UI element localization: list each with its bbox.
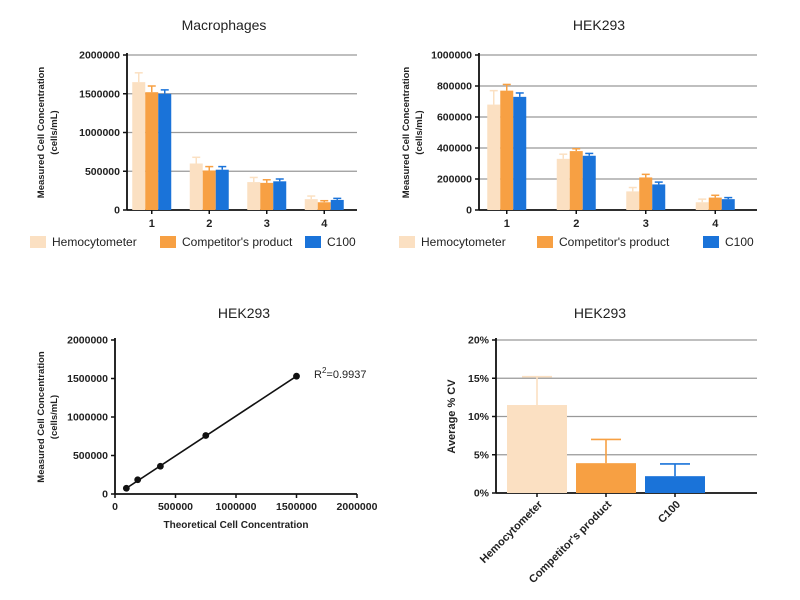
x-tick-label: 1500000 [276, 501, 317, 513]
y-tick-label: 0 [114, 205, 120, 217]
y-tick-label: 0 [466, 205, 472, 217]
data-point [202, 432, 210, 439]
bar-competitor [202, 170, 216, 210]
y-axis-label-unit: (cells/mL) [49, 395, 60, 439]
y-tick-label: 1000000 [79, 127, 120, 139]
x-tick-label: 500000 [158, 501, 193, 513]
bar-c100 [645, 476, 705, 493]
legend-label: Hemocytometer [421, 235, 506, 249]
panel-hek293-linearity-scatter: HEK293 Measured Cell Concentration (cells/… [36, 305, 378, 531]
r-squared-annotation: R2=0.9937 [314, 366, 366, 381]
y-tick-label: 15% [468, 373, 490, 385]
bar-competitor [500, 90, 514, 210]
y-tick-label: 5% [474, 449, 490, 461]
panel-hek293-bar-chart: HEK293 Measured Cell Concentration (cells/… [399, 17, 757, 249]
y-tick-label: 1000000 [67, 412, 108, 424]
chart-title: HEK293 [573, 17, 625, 33]
y-axis-label: Measured Cell Concentration [401, 67, 412, 199]
y-tick-label: 20% [468, 335, 490, 347]
x-tick-label: 2 [206, 218, 212, 230]
bar-c100 [158, 93, 172, 210]
x-tick-label: 0 [112, 501, 118, 513]
y-tick-label: 200000 [437, 174, 472, 186]
y-tick-label: 2000000 [79, 50, 120, 62]
x-tick-label: C100 [656, 499, 683, 526]
bar-hemocytometer [247, 182, 261, 210]
bar-hemocytometer [304, 199, 318, 210]
y-tick-label: 10% [468, 411, 490, 423]
x-tick-label: 3 [264, 218, 270, 230]
data-point [122, 484, 130, 492]
legend-swatch-hemocytometer [30, 236, 46, 248]
bar-c100 [215, 169, 229, 210]
bar-hemocytometer [695, 202, 709, 210]
y-tick-label: 0% [474, 488, 490, 500]
bar-hemocytometer [626, 191, 640, 210]
y-tick-label: 0 [102, 489, 108, 501]
bar-competitor [569, 151, 583, 210]
x-tick-label: Hemocytometer [478, 498, 546, 566]
legend-label: Competitor's product [182, 235, 293, 249]
x-tick-label: 2 [573, 218, 579, 230]
y-tick-label: 500000 [85, 166, 120, 178]
bar-competitor [576, 463, 636, 493]
panel-hek293-cv-bar-chart: HEK293 Average % CV 0% 5% 10% 15% 20% Hemocytom… [446, 305, 757, 586]
data-point [293, 372, 300, 380]
y-tick-label: 800000 [437, 81, 472, 93]
chart-title: HEK293 [218, 305, 270, 321]
legend-swatch-c100 [305, 236, 321, 248]
x-tick-label: 3 [643, 218, 649, 230]
legend-label: C100 [327, 235, 356, 249]
y-tick-label: 1500000 [67, 373, 108, 385]
bar-hemocytometer [507, 405, 567, 493]
y-axis-label-unit: (cells/mL) [49, 110, 60, 154]
bar-competitor [639, 177, 653, 210]
data-point [156, 462, 164, 470]
bar-c100 [652, 184, 666, 210]
x-tick-label: 1 [504, 218, 510, 230]
legend-label: Competitor's product [559, 235, 670, 249]
bar-c100 [330, 199, 344, 210]
x-axis-label: Theoretical Cell Concentration [163, 520, 308, 531]
x-tick-label: 1000000 [216, 501, 257, 513]
data-point [134, 476, 142, 484]
bar-competitor [145, 92, 159, 210]
bar-c100 [721, 199, 735, 210]
y-axis-label: Measured Cell Concentration [36, 67, 47, 199]
bar-hemocytometer [132, 82, 146, 210]
bar-hemocytometer [189, 163, 203, 210]
bar-c100 [273, 181, 287, 210]
bar-hemocytometer [487, 104, 501, 210]
legend-label: C100 [725, 235, 754, 249]
y-tick-label: 400000 [437, 143, 472, 155]
bar-competitor [260, 182, 274, 210]
x-tick-label: 2000000 [337, 501, 378, 513]
x-tick-label: 4 [321, 218, 328, 230]
bar-c100 [513, 96, 527, 210]
legend-swatch-c100 [703, 236, 719, 248]
bar-hemocytometer [556, 158, 570, 210]
x-tick-label: 4 [712, 218, 719, 230]
y-axis-label: Average % CV [446, 379, 458, 454]
bar-c100 [582, 155, 596, 210]
y-tick-label: 600000 [437, 112, 472, 124]
y-tick-label: 1000000 [431, 50, 472, 62]
y-axis-label-unit: (cells/mL) [414, 110, 425, 154]
legend-swatch-competitor [537, 236, 553, 248]
chart-title: Macrophages [182, 17, 267, 33]
y-tick-label: 1500000 [79, 88, 120, 100]
legend-label: Hemocytometer [52, 235, 137, 249]
bar-competitor [317, 202, 331, 210]
y-tick-label: 500000 [73, 450, 108, 462]
fit-line [125, 375, 297, 489]
y-tick-label: 2000000 [67, 335, 108, 347]
chart-title: HEK293 [574, 305, 626, 321]
bar-competitor [708, 197, 722, 210]
panel-macrophages-bar-chart: Macrophages Measured Cell Concentration (c… [30, 17, 357, 249]
legend-swatch-competitor [160, 236, 176, 248]
legend-swatch-hemocytometer [399, 236, 415, 248]
x-tick-label: 1 [149, 218, 155, 230]
y-axis-label: Measured Cell Concentration [36, 351, 47, 483]
